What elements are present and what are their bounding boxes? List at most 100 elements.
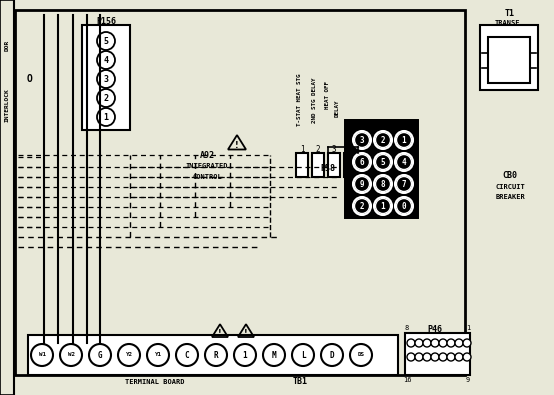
Text: R: R [214, 350, 218, 359]
Bar [16, 63, 44, 95]
Circle shape [97, 51, 115, 69]
Text: 2: 2 [316, 145, 320, 154]
Circle shape [455, 339, 463, 347]
Circle shape [376, 177, 391, 192]
Text: 2: 2 [104, 94, 109, 102]
Circle shape [423, 353, 431, 361]
Text: W1: W1 [38, 352, 45, 357]
Text: 9: 9 [466, 377, 470, 383]
Text: Y1: Y1 [155, 352, 162, 357]
Circle shape [376, 154, 391, 169]
Text: P46: P46 [428, 325, 443, 335]
Bar [345, 120, 417, 217]
Text: 8: 8 [381, 179, 386, 188]
Text: 4: 4 [104, 56, 109, 64]
Text: CB0: CB0 [502, 171, 517, 179]
Circle shape [355, 199, 370, 214]
Text: 1: 1 [381, 201, 386, 211]
Circle shape [395, 131, 413, 149]
Circle shape [455, 353, 463, 361]
Text: G: G [98, 350, 102, 359]
Text: W2: W2 [68, 352, 74, 357]
Circle shape [431, 339, 439, 347]
Circle shape [397, 154, 412, 169]
Bar [345, 120, 417, 217]
Circle shape [353, 175, 371, 193]
Text: 16: 16 [403, 377, 411, 383]
Circle shape [415, 339, 423, 347]
Text: !: ! [235, 141, 239, 149]
Text: 8: 8 [405, 325, 409, 331]
Circle shape [395, 153, 413, 171]
Circle shape [415, 353, 423, 361]
Bar [405, 333, 470, 375]
Circle shape [97, 70, 115, 88]
Text: C: C [184, 350, 189, 359]
Text: 4: 4 [402, 158, 406, 167]
Text: Y2: Y2 [126, 352, 132, 357]
Circle shape [463, 353, 471, 361]
Text: DELAY: DELAY [335, 99, 340, 117]
Text: 1: 1 [243, 350, 247, 359]
Text: TRANSF.: TRANSF. [495, 20, 525, 26]
Circle shape [423, 339, 431, 347]
Circle shape [97, 108, 115, 126]
Text: 1: 1 [300, 145, 304, 154]
Text: 5: 5 [104, 36, 109, 45]
Text: 1: 1 [402, 135, 406, 145]
Text: BREAKER: BREAKER [495, 194, 525, 200]
Circle shape [397, 177, 412, 192]
Text: 3: 3 [104, 75, 109, 83]
Circle shape [353, 131, 371, 149]
Circle shape [176, 344, 198, 366]
Text: TERMINAL BOARD: TERMINAL BOARD [125, 379, 184, 385]
Circle shape [355, 132, 370, 147]
Text: P156: P156 [96, 17, 116, 26]
Circle shape [353, 197, 371, 215]
Circle shape [374, 131, 392, 149]
Bar [480, 25, 538, 90]
Circle shape [395, 197, 413, 215]
Text: 1: 1 [104, 113, 109, 122]
Circle shape [374, 197, 392, 215]
Text: CONTROL: CONTROL [192, 174, 222, 180]
Circle shape [407, 353, 415, 361]
Text: M: M [271, 350, 276, 359]
Circle shape [397, 132, 412, 147]
Bar [488, 37, 530, 83]
Bar [0, 0, 14, 395]
Circle shape [463, 339, 471, 347]
Circle shape [89, 344, 111, 366]
Text: CIRCUIT: CIRCUIT [495, 184, 525, 190]
Text: L: L [301, 350, 305, 359]
Circle shape [397, 199, 412, 214]
Circle shape [353, 153, 371, 171]
Circle shape [350, 344, 372, 366]
Circle shape [439, 339, 447, 347]
Text: 9: 9 [360, 179, 365, 188]
Text: INTEGRATED: INTEGRATED [186, 163, 228, 169]
Circle shape [97, 89, 115, 107]
Text: A92: A92 [199, 150, 214, 160]
Circle shape [31, 344, 53, 366]
Circle shape [147, 344, 169, 366]
Text: T1: T1 [505, 9, 515, 17]
Circle shape [447, 339, 455, 347]
Circle shape [439, 353, 447, 361]
Bar [28, 335, 398, 375]
Bar [15, 10, 465, 375]
Bar [328, 153, 340, 177]
Text: 5: 5 [381, 158, 386, 167]
Circle shape [118, 344, 140, 366]
Circle shape [97, 32, 115, 50]
Bar [82, 25, 130, 130]
Text: HEAT OFF: HEAT OFF [325, 81, 330, 109]
Text: DOR: DOR [4, 40, 9, 51]
Circle shape [205, 344, 227, 366]
Text: !: ! [218, 329, 222, 337]
Text: 1: 1 [466, 325, 470, 331]
Circle shape [374, 175, 392, 193]
Text: INTERLOCK: INTERLOCK [4, 88, 9, 122]
Bar [312, 153, 324, 177]
Circle shape [263, 344, 285, 366]
